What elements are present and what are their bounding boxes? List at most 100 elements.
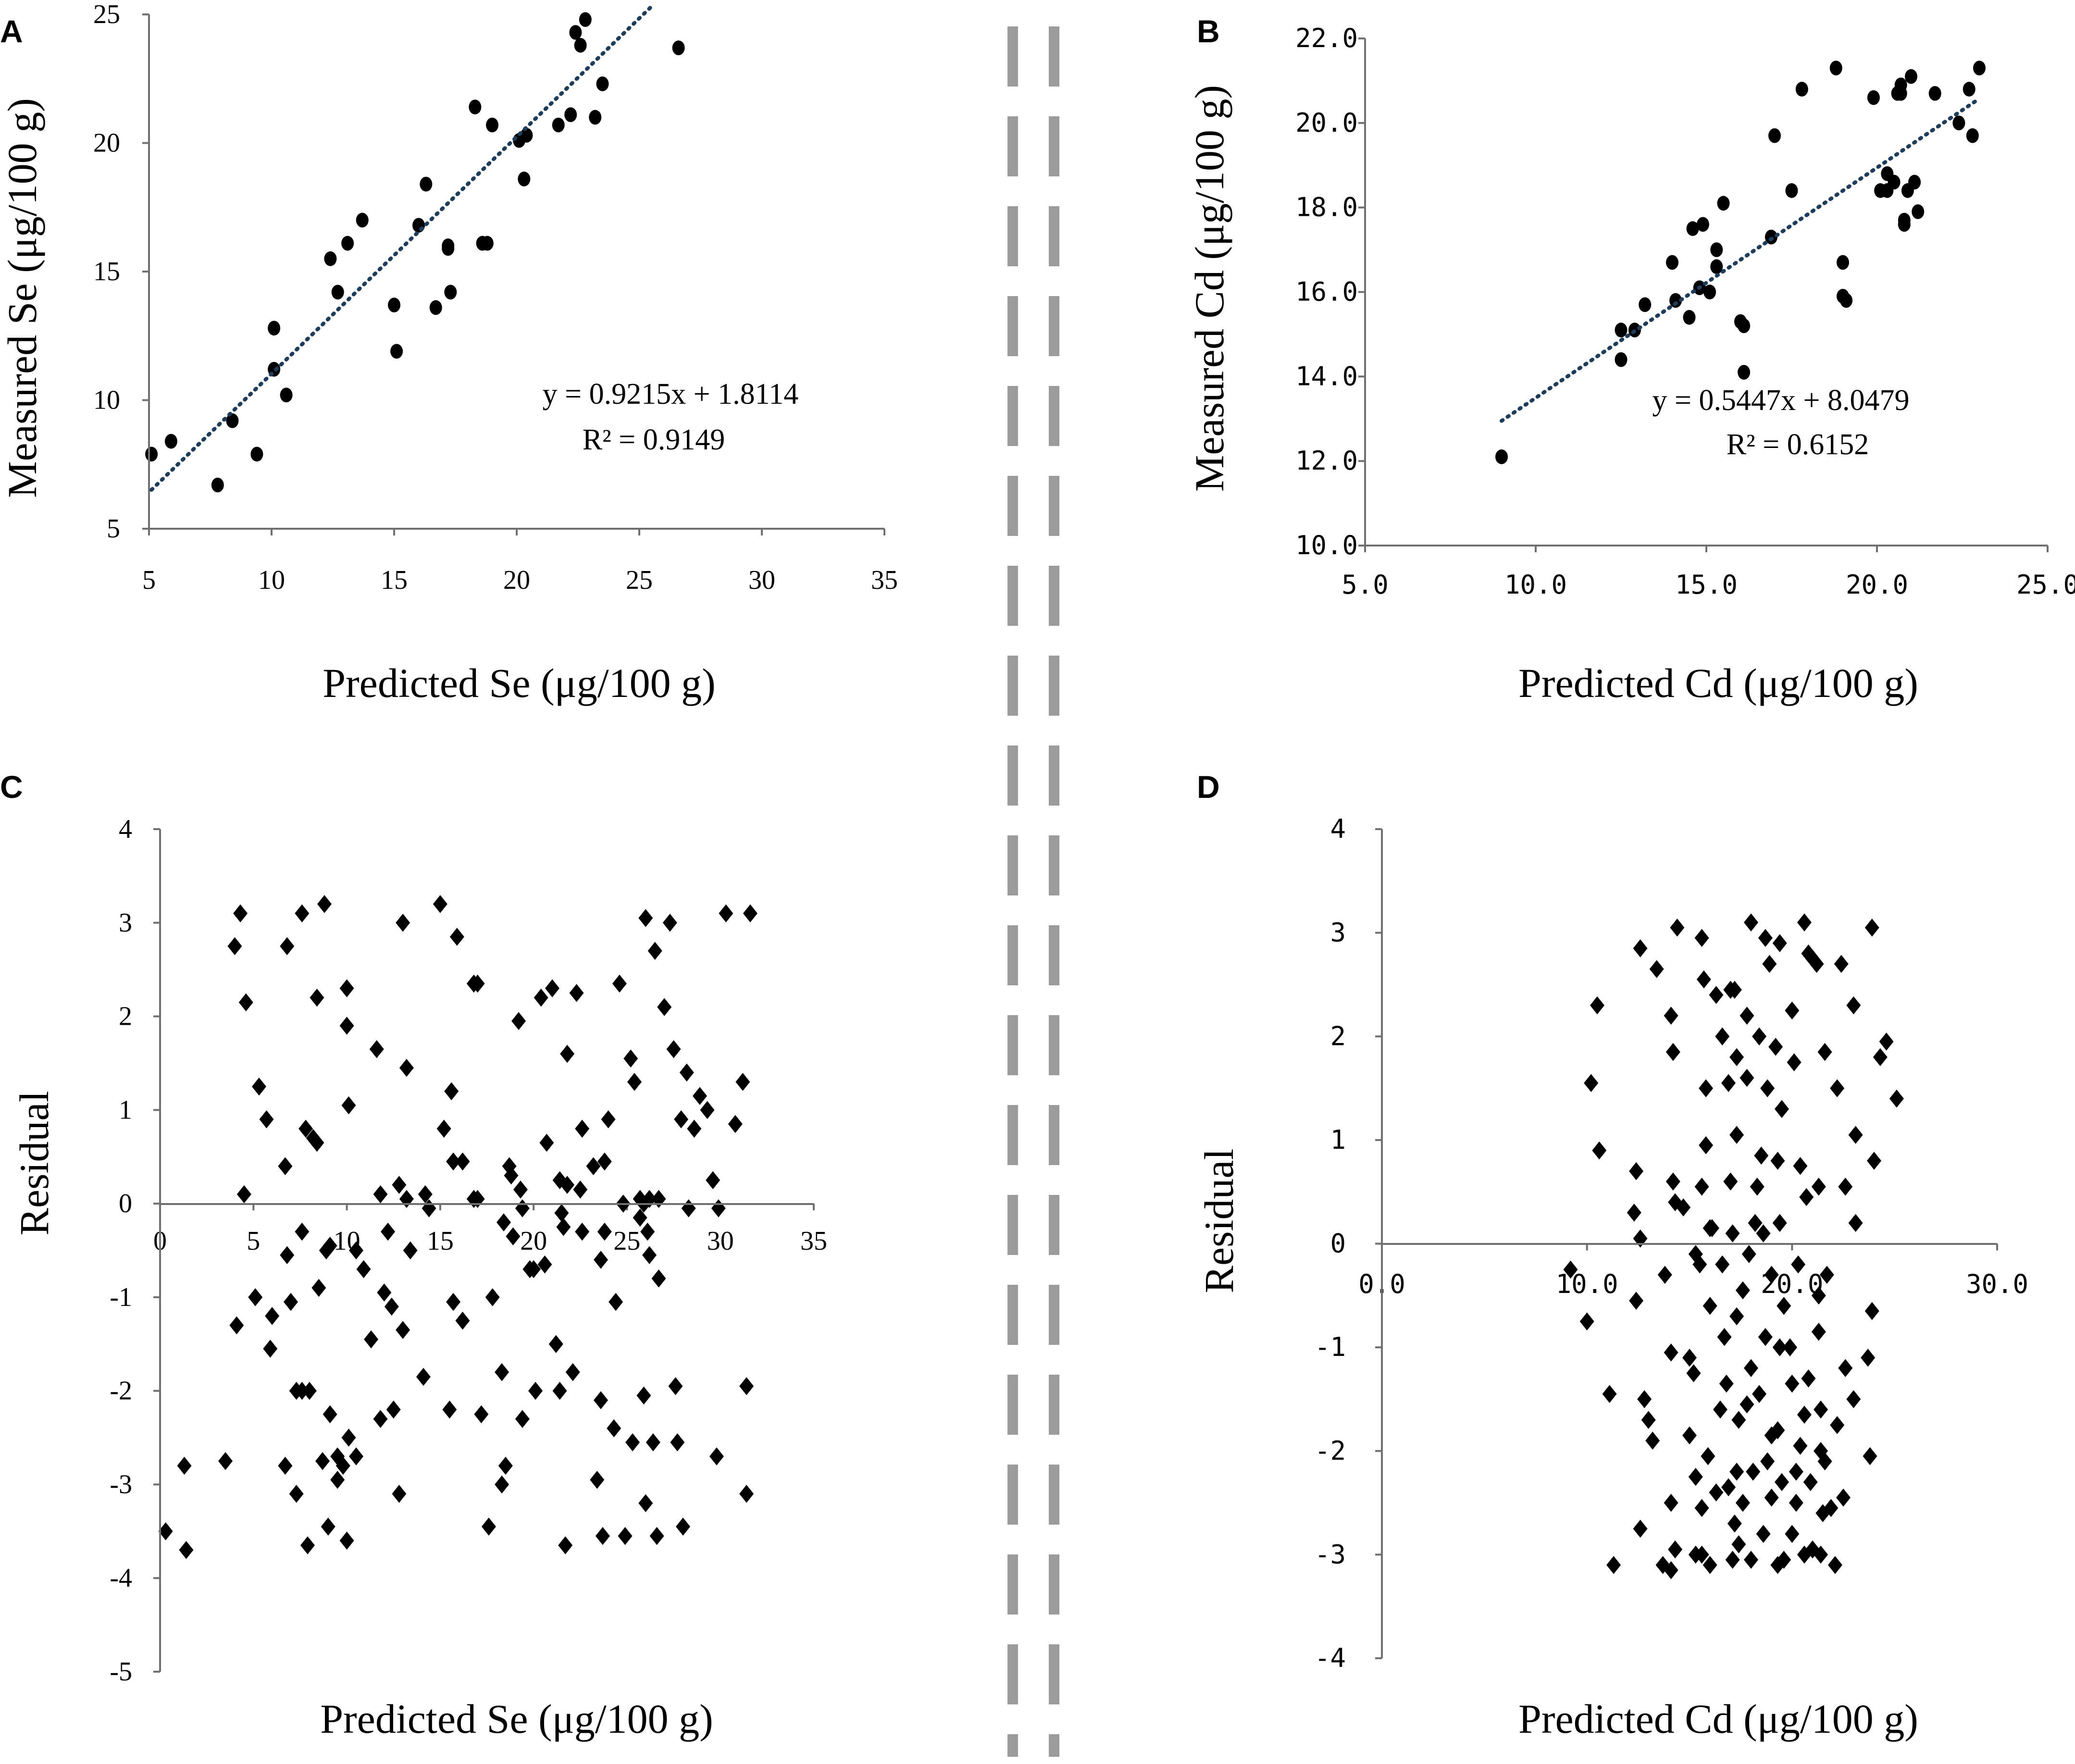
- panel-a-r2: R² = 0.9149: [583, 423, 725, 456]
- panel-d-data-point: [1772, 1338, 1787, 1356]
- panel-c-data-point: [349, 1447, 363, 1466]
- panel-b-data-point: [1710, 259, 1723, 274]
- panel-label-a: A: [0, 13, 23, 49]
- panel-b-data-point: [1912, 204, 1925, 219]
- panel-d-data-point: [1688, 1545, 1703, 1564]
- panel-d-data-point: [1764, 1266, 1779, 1284]
- panel-c-data-point: [638, 909, 653, 927]
- panel-b-data-point: [1888, 174, 1901, 190]
- panel-c-data-point: [666, 1040, 681, 1058]
- panel-c-data-point: [295, 904, 310, 923]
- panel-c-data-point: [498, 1456, 513, 1475]
- panel-d-data-point: [1754, 1146, 1769, 1165]
- panel-d-y-tick-label: 3: [1330, 918, 1346, 948]
- panel-b-data-point: [1738, 365, 1751, 380]
- panel-d-data-point: [1793, 1157, 1808, 1175]
- panel-d-data-point: [1772, 1214, 1787, 1232]
- panel-c-data-point: [263, 1340, 278, 1358]
- panel-a-x-tick-label: 30: [748, 565, 775, 595]
- panel-d-data-point: [1725, 1551, 1740, 1569]
- panel-d-data-point: [1797, 913, 1812, 932]
- panel-c-data-point: [158, 1522, 173, 1540]
- panel-d-data-point: [1830, 1416, 1845, 1434]
- panel-d-data-point: [1758, 1328, 1773, 1346]
- panel-d-data-point: [1731, 1535, 1746, 1553]
- panel-c-data-point: [674, 1110, 689, 1129]
- panel-d-data-point: [1789, 1463, 1803, 1481]
- panel-d-data-point: [1801, 1369, 1816, 1388]
- panel-a-ticks: 5 10 15 20 25 5 10 15 20 25 30 35: [93, 0, 898, 595]
- panel-c-data-point: [534, 988, 548, 1007]
- panel-c-data-point: [396, 1321, 410, 1339]
- panel-c-data-point: [436, 1119, 451, 1138]
- panel-c-data-point: [670, 1433, 685, 1452]
- panel-c-data-point: [618, 1527, 633, 1545]
- panel-b-data-point: [1738, 318, 1751, 334]
- panel-c-data-point: [692, 1087, 707, 1105]
- panel-b-y-tick-label: 22.0: [1295, 23, 1358, 53]
- panel-d-data-point: [1817, 1043, 1832, 1061]
- panel-b-y-tick-label: 12.0: [1295, 446, 1358, 476]
- panel-d-data-point: [1709, 986, 1724, 1004]
- panel-a-y-tick-label: 5: [107, 514, 120, 544]
- panel-d-data-point: [1721, 1478, 1736, 1496]
- panel-c-data-point: [298, 1119, 313, 1138]
- panel-a-data-point: [569, 25, 582, 40]
- panel-b-data-point: [1696, 217, 1709, 232]
- panel-a-data-point: [564, 107, 577, 122]
- panel-c-data-point: [310, 988, 324, 1007]
- panel-c-data-point: [373, 1185, 388, 1204]
- panel-a-x-axis-label: Predicted Se (μg/100 g): [323, 660, 716, 706]
- panel-c-data-point: [496, 1213, 511, 1231]
- panel-d-data-point: [1756, 1224, 1771, 1242]
- panel-b-y-tick-label: 16.0: [1295, 277, 1358, 307]
- panel-c-data-point: [646, 1433, 660, 1452]
- panel-d-y-tick-label: 4: [1330, 814, 1346, 844]
- panel-b-data-point: [1717, 196, 1730, 211]
- panel-c-data-point: [607, 1419, 621, 1438]
- panel-d-data-point: [1688, 1467, 1703, 1486]
- panel-c-x-axis-label: Predicted Se (μg/100 g): [320, 1696, 713, 1742]
- panel-c-data-point: [446, 1152, 461, 1171]
- panel-c-data-point: [339, 1531, 354, 1550]
- panel-b-data-point: [1952, 115, 1965, 131]
- panel-a-data-point: [145, 447, 158, 462]
- panel-c-data-point: [373, 1410, 388, 1428]
- panel-d-x-tick-label: 10.0: [1556, 1269, 1618, 1299]
- panel-d-data-point: [1741, 1245, 1756, 1263]
- panel-c-data-point: [545, 979, 559, 997]
- panel-b-data-point: [1669, 293, 1682, 308]
- panel-c-data-point: [236, 1185, 251, 1204]
- panel-c-data-point: [377, 1283, 392, 1302]
- panel-c-data-point: [647, 942, 662, 960]
- panel-d-data-point: [1637, 1390, 1652, 1408]
- panel-a-data-point: [552, 117, 565, 133]
- panel-c-data-point: [560, 1044, 575, 1063]
- panel-a-x-tick-label: 35: [871, 565, 898, 595]
- panel-b-data-point: [1683, 310, 1696, 325]
- panel-d-data-point: [1762, 955, 1777, 973]
- panel-a-data-point: [486, 117, 498, 133]
- panel-c-data-point: [323, 1405, 337, 1424]
- panel-d-data-point: [1811, 1178, 1826, 1196]
- panel-c-data-point: [513, 1180, 528, 1199]
- panel-c-data-point: [640, 1222, 655, 1241]
- panel-c-data-point: [597, 1222, 612, 1241]
- panel-c-data-point: [548, 1335, 563, 1354]
- panel-d-y-tick-label: 2: [1330, 1021, 1346, 1051]
- panel-c-data-point: [330, 1470, 345, 1489]
- panel-d-data-point: [1563, 1260, 1578, 1279]
- panel-b-data-point: [1894, 86, 1907, 101]
- panel-d-data-point: [1785, 1525, 1800, 1543]
- panel-b-data-point: [1867, 90, 1880, 105]
- panel-d-data-point: [1805, 949, 1820, 968]
- panel-d-data-point: [1827, 1556, 1842, 1574]
- panel-d-data-point: [1715, 1255, 1730, 1274]
- panel-d-data-point: [1846, 1390, 1861, 1408]
- panel-d-data-point: [1721, 1074, 1736, 1093]
- panel-b-x-axis-label: Predicted Cd (μg/100 g): [1518, 660, 1918, 706]
- panel-c-data-point: [233, 904, 248, 923]
- panel-d-y-tick-label: 0: [1330, 1229, 1346, 1259]
- panel-d-data-point: [1799, 1188, 1814, 1206]
